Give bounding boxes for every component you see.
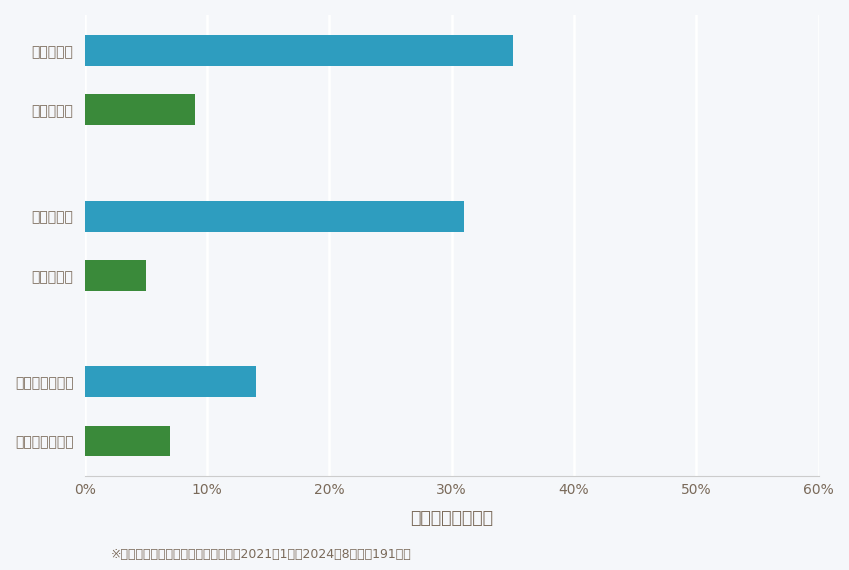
- Bar: [85, 426, 171, 457]
- X-axis label: 件数の割合（％）: 件数の割合（％）: [410, 508, 493, 527]
- Bar: [85, 35, 513, 66]
- Bar: [85, 367, 256, 397]
- Bar: [85, 260, 146, 291]
- Bar: [85, 201, 464, 231]
- Text: ※弊社受付の案件を対象に集計（期間2021年1月～2024年8月、計191件）: ※弊社受付の案件を対象に集計（期間2021年1月～2024年8月、計191件）: [110, 548, 411, 561]
- Bar: [85, 94, 194, 125]
